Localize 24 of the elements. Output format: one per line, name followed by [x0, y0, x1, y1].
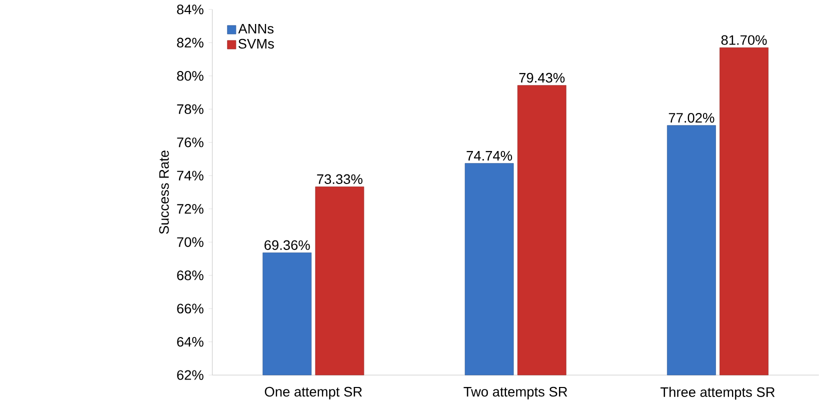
y-axis-title: Success Rate [159, 150, 169, 234]
x-tick-label: Two attempts SR [464, 386, 568, 400]
y-tick-label: 64% [177, 336, 204, 347]
y-tick-label: 78% [177, 104, 204, 114]
legend-label: ANNs [238, 24, 274, 34]
data-label: 81.70% [721, 35, 767, 45]
y-tick-label: 82% [177, 38, 204, 48]
y-tick-label: 72% [177, 204, 204, 214]
y-tick-label: 62% [177, 370, 204, 380]
y-tick-label: 76% [177, 137, 204, 148]
x-tick-label: Three attempts SR [660, 386, 775, 400]
y-tick-label: 68% [177, 270, 204, 280]
y-tick-label: 84% [177, 4, 204, 14]
data-label: 74.74% [466, 150, 512, 160]
y-tick-label: 66% [177, 304, 204, 314]
y-tick-label: 70% [177, 237, 204, 247]
x-tick-label: One attempt SR [264, 386, 362, 400]
data-label: 69.36% [264, 240, 310, 250]
legend-label: SVMs [238, 38, 274, 48]
y-tick-label: 80% [177, 70, 204, 81]
data-label: 73.33% [317, 174, 362, 184]
y-tick-label: 74% [177, 170, 204, 180]
data-label: 79.43% [519, 72, 565, 82]
data-label: 77.02% [668, 112, 714, 123]
